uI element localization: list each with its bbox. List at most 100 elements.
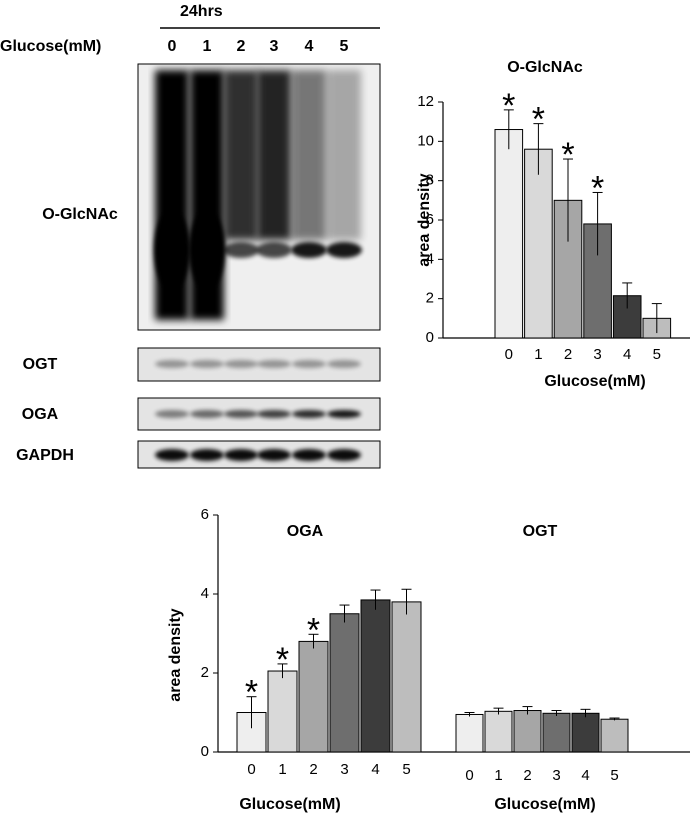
significance-mark: * [532,101,545,139]
lane-label: 2 [237,38,246,55]
y-tick-label: 10 [417,132,434,149]
significance-mark: * [245,674,258,712]
band [327,449,361,461]
band [292,360,326,368]
x-tick-label: 0 [465,767,473,784]
band [327,360,361,368]
blot-header: 24hrs [180,3,223,20]
smears [154,70,362,320]
smear [257,70,291,240]
band [257,449,291,461]
band [224,410,258,418]
band [155,410,189,418]
significance-mark: * [307,611,320,649]
x-tick-label: 2 [564,346,572,363]
band [224,449,258,461]
band [189,210,225,290]
bar [494,129,524,339]
band [257,410,291,418]
y-tick-label: 6 [426,211,434,228]
x-tick-label: 1 [278,761,286,778]
x-tick-label: 0 [505,346,513,363]
band [154,210,190,290]
bar [513,710,542,753]
x-tick-label: 2 [309,761,317,778]
lane-label: 1 [203,38,212,55]
x-tick-label: 4 [371,761,379,778]
y-tick-label: 0 [426,329,434,346]
smear [292,70,326,240]
chart-title: OGT [523,523,558,540]
blot-bands [155,360,361,461]
chart-title: O-GlcNAc [507,59,583,76]
band [292,449,326,461]
bar [600,718,629,753]
x-tick-label: 5 [653,346,661,363]
bar [524,148,553,339]
row-label: GAPDH [16,447,74,464]
x-axis-label: Glucose(mM) [494,796,595,813]
bar [267,670,298,753]
x-tick-label: 5 [402,761,410,778]
bar [360,599,391,753]
bar [542,712,571,753]
band [327,410,361,418]
lane-label: 0 [168,38,177,55]
bar [455,713,484,753]
y-tick-label: 0 [201,743,209,760]
band [190,410,224,418]
x-tick-label: 4 [623,346,631,363]
lane-axis-label: Glucose(mM) [0,38,101,55]
x-tick-label: 3 [552,767,560,784]
band [256,242,292,258]
x-tick-label: 1 [534,346,542,363]
x-tick-label: 1 [494,767,502,784]
x-axis-label: Glucose(mM) [544,373,645,390]
lane-label: 3 [270,38,279,55]
chart-title: OGA [287,523,324,540]
y-tick-label: 12 [417,93,434,110]
x-tick-label: 3 [340,761,348,778]
band [190,449,224,461]
row-label: OGT [23,356,58,373]
band [291,242,327,258]
band [190,360,224,368]
significance-mark: * [561,136,574,174]
y-tick-label: 4 [201,585,209,602]
x-tick-label: 2 [523,767,531,784]
bar [391,601,422,753]
band [155,360,189,368]
y-tick-label: 2 [426,290,434,307]
band [326,242,362,258]
significance-mark: * [502,87,515,125]
bar [329,613,360,753]
y-tick-label: 4 [426,250,434,267]
y-tick-label: 8 [426,172,434,189]
lane-label: 5 [340,38,349,55]
western-blot: 24hrs Glucose(mM) O-GlcNAc OGT OGA GAPDH [0,3,380,464]
x-tick-label: 5 [610,767,618,784]
significance-mark: * [276,641,289,679]
band [257,360,291,368]
row-label: OGA [22,406,59,423]
band [292,410,326,418]
x-tick-label: 3 [593,346,601,363]
smear [224,70,258,240]
row-label: O-GlcNAc [42,206,118,223]
band [155,449,189,461]
y-axis-label: area density [167,608,184,701]
x-tick-label: 0 [247,761,255,778]
y-axis-label: area density [416,173,433,266]
significance-mark: * [591,169,604,207]
lane-label: 4 [305,38,314,55]
bar [484,710,513,753]
band [224,360,258,368]
y-tick-label: 6 [201,506,209,523]
smear [327,70,361,240]
band [223,242,259,258]
y-tick-label: 2 [201,664,209,681]
bar [571,712,600,753]
x-axis-label: Glucose(mM) [239,796,340,813]
bar [298,640,329,753]
